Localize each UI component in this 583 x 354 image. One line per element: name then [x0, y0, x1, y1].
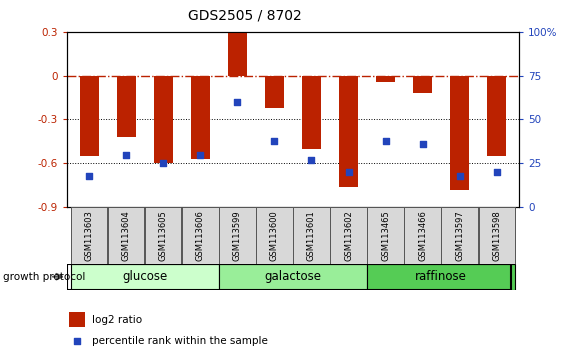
Text: growth protocol: growth protocol — [3, 272, 85, 282]
Text: percentile rank within the sample: percentile rank within the sample — [92, 336, 268, 346]
Text: GSM113600: GSM113600 — [270, 210, 279, 261]
Bar — [71, 207, 107, 264]
Bar — [293, 207, 329, 264]
Bar — [487, 76, 506, 156]
Point — [344, 169, 353, 175]
Bar — [219, 207, 255, 264]
Text: GSM113605: GSM113605 — [159, 210, 168, 261]
Text: GSM113606: GSM113606 — [196, 210, 205, 261]
Text: log2 ratio: log2 ratio — [92, 315, 142, 325]
Bar — [117, 76, 136, 137]
Bar — [80, 76, 99, 156]
Bar — [69, 312, 85, 327]
Text: GSM113602: GSM113602 — [344, 210, 353, 261]
Point — [122, 152, 131, 157]
Point — [85, 173, 94, 178]
Text: GSM113599: GSM113599 — [233, 210, 242, 261]
Bar — [413, 76, 432, 93]
Text: glucose: glucose — [122, 270, 167, 283]
Bar — [441, 207, 477, 264]
Point — [159, 160, 168, 166]
Bar — [376, 76, 395, 81]
Text: GSM113465: GSM113465 — [381, 210, 390, 261]
Text: GSM113604: GSM113604 — [122, 210, 131, 261]
Bar — [479, 207, 515, 264]
Bar — [191, 76, 210, 159]
Text: raffinose: raffinose — [415, 270, 467, 283]
Point — [492, 169, 501, 175]
Bar — [367, 264, 515, 290]
Bar — [145, 207, 181, 264]
Text: GSM113603: GSM113603 — [85, 210, 94, 261]
Text: GSM113601: GSM113601 — [307, 210, 316, 261]
Bar — [71, 264, 219, 290]
Bar — [228, 33, 247, 76]
Text: GSM113466: GSM113466 — [418, 210, 427, 261]
Bar — [219, 264, 367, 290]
Bar — [450, 76, 469, 190]
Bar — [154, 76, 173, 163]
Bar — [405, 207, 441, 264]
Bar — [339, 76, 358, 187]
Point — [72, 338, 82, 344]
Point — [270, 138, 279, 143]
Text: GDS2505 / 8702: GDS2505 / 8702 — [188, 9, 302, 23]
Text: GSM113598: GSM113598 — [492, 210, 501, 261]
Point — [418, 141, 427, 147]
Bar — [367, 207, 403, 264]
Bar — [265, 76, 284, 108]
Point — [455, 173, 464, 178]
Point — [307, 157, 316, 162]
Bar — [182, 207, 219, 264]
Point — [233, 99, 242, 105]
Bar — [108, 207, 145, 264]
Bar — [257, 207, 293, 264]
Point — [381, 138, 390, 143]
Bar — [302, 76, 321, 149]
Bar — [331, 207, 367, 264]
Point — [196, 152, 205, 157]
Text: galactose: galactose — [265, 270, 321, 283]
Text: GSM113597: GSM113597 — [455, 210, 464, 261]
